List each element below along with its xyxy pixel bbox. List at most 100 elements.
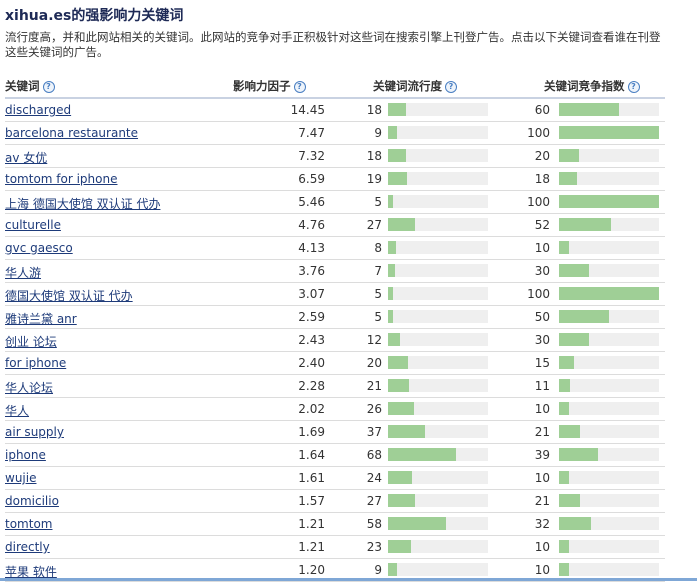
- competition-bar: [559, 172, 659, 185]
- table-row: discharged 14.45 18 60: [5, 99, 665, 122]
- keyword-link[interactable]: domicilio: [5, 494, 59, 508]
- keyword-link[interactable]: tomtom: [5, 517, 53, 531]
- keyword-link[interactable]: culturelle: [5, 218, 61, 232]
- score-value: 1.21: [298, 540, 325, 554]
- popularity-bar: [388, 195, 488, 208]
- competition-bar-fill: [559, 448, 598, 461]
- competition-value: 100: [527, 287, 550, 301]
- competition-bar-fill: [559, 218, 611, 231]
- score-value: 2.02: [298, 402, 325, 416]
- competition-value: 32: [534, 517, 550, 531]
- help-icon[interactable]: ?: [445, 81, 457, 93]
- bottom-border: [0, 578, 697, 581]
- keyword-link[interactable]: 华人论坛: [5, 381, 54, 395]
- competition-bar: [559, 241, 659, 254]
- popularity-value: 68: [366, 448, 382, 462]
- popularity-value: 58: [366, 517, 382, 531]
- keyword-link[interactable]: gvc gaesco: [5, 241, 73, 255]
- keyword-link[interactable]: 华人: [5, 404, 30, 418]
- competition-bar-fill: [559, 471, 569, 484]
- competition-value: 10: [534, 402, 550, 416]
- help-icon[interactable]: ?: [42, 81, 55, 93]
- keyword-link[interactable]: wujie: [5, 471, 37, 485]
- keyword-link[interactable]: 上海 德国大使馆 双认证 代办: [5, 197, 161, 211]
- keyword-link[interactable]: for iphone: [5, 356, 67, 370]
- keyword-link[interactable]: 雅诗兰黛 anr: [5, 312, 77, 326]
- competition-value: 15: [534, 356, 550, 370]
- table-row: barcelona restaurante 7.47 9 100: [5, 122, 665, 145]
- competition-bar-fill: [559, 310, 609, 323]
- popularity-bar: [388, 402, 488, 415]
- header-keyword: 关键词?: [5, 78, 55, 94]
- popularity-value: 5: [374, 195, 382, 209]
- popularity-bar: [388, 241, 488, 254]
- keyword-link[interactable]: directly: [5, 540, 50, 554]
- keyword-link[interactable]: discharged: [5, 103, 72, 117]
- score-value: 3.07: [298, 287, 325, 301]
- competition-value: 50: [534, 310, 550, 324]
- table-row: air supply 1.69 37 21: [5, 421, 665, 444]
- competition-value: 60: [534, 103, 550, 117]
- table-row: tomtom for iphone 6.59 19 18: [5, 168, 665, 191]
- score-value: 14.45: [290, 103, 325, 117]
- score-value: 6.59: [298, 172, 325, 186]
- popularity-bar-fill: [388, 103, 406, 116]
- competition-value: 10: [534, 540, 550, 554]
- competition-value: 10: [534, 563, 550, 577]
- popularity-bar: [388, 448, 488, 461]
- keyword-link[interactable]: tomtom for iphone: [5, 172, 118, 186]
- popularity-value: 5: [374, 310, 382, 324]
- table-row: 华人 2.02 26 10: [5, 398, 665, 421]
- popularity-bar-fill: [388, 287, 393, 300]
- popularity-value: 9: [374, 126, 382, 140]
- help-icon[interactable]: ?: [627, 81, 640, 93]
- competition-bar-fill: [559, 402, 569, 415]
- score-value: 2.59: [298, 310, 325, 324]
- keyword-link[interactable]: av 女优: [5, 151, 48, 165]
- table-row: 雅诗兰黛 anr 2.59 5 50: [5, 306, 665, 329]
- popularity-bar: [388, 540, 488, 553]
- popularity-value: 20: [366, 356, 382, 370]
- popularity-bar-fill: [388, 264, 395, 277]
- keyword-link[interactable]: air supply: [5, 425, 64, 439]
- popularity-bar-fill: [388, 379, 409, 392]
- popularity-value: 18: [366, 149, 382, 163]
- header-popularity-label: 关键词流行度: [373, 79, 442, 93]
- table-row: 苹果 软件 1.20 9 10: [5, 559, 665, 582]
- table-row: 华人论坛 2.28 21 11: [5, 375, 665, 398]
- keyword-link[interactable]: 苹果 软件: [5, 565, 57, 579]
- score-value: 5.46: [298, 195, 325, 209]
- competition-bar: [559, 471, 659, 484]
- keyword-link[interactable]: 德国大使馆 双认证 代办: [5, 289, 133, 303]
- popularity-bar: [388, 471, 488, 484]
- competition-bar-fill: [559, 379, 570, 392]
- competition-bar-fill: [559, 425, 580, 438]
- score-value: 4.13: [298, 241, 325, 255]
- table-row: 德国大使馆 双认证 代办 3.07 5 100: [5, 283, 665, 306]
- keyword-link[interactable]: 华人游: [5, 266, 42, 280]
- popularity-value: 37: [366, 425, 382, 439]
- score-value: 2.40: [298, 356, 325, 370]
- competition-bar-fill: [559, 126, 659, 139]
- header-popularity: 关键词流行度?: [373, 78, 457, 94]
- competition-bar-fill: [559, 264, 589, 277]
- header-competition: 关键词竞争指数?: [544, 78, 640, 94]
- popularity-value: 9: [374, 563, 382, 577]
- popularity-bar: [388, 126, 488, 139]
- competition-value: 30: [534, 333, 550, 347]
- score-value: 1.21: [298, 517, 325, 531]
- competition-bar: [559, 494, 659, 507]
- popularity-bar: [388, 287, 488, 300]
- table-header: 关键词? 影响力因子? 关键词流行度? 关键词竞争指数?: [5, 75, 665, 99]
- score-value: 1.61: [298, 471, 325, 485]
- competition-value: 100: [527, 126, 550, 140]
- keyword-link[interactable]: 创业 论坛: [5, 335, 57, 349]
- competition-bar: [559, 149, 659, 162]
- keyword-link[interactable]: barcelona restaurante: [5, 126, 139, 140]
- panel-description: 流行度高，并和此网站相关的关键词。此网站的竞争对手正积极针对这些词在搜索引擎上刊…: [5, 30, 661, 59]
- help-icon[interactable]: ?: [293, 81, 306, 93]
- panel-title: xihua.es的强影响力关键词: [5, 8, 184, 24]
- competition-bar: [559, 103, 659, 116]
- popularity-bar: [388, 379, 488, 392]
- keyword-link[interactable]: iphone: [5, 448, 46, 462]
